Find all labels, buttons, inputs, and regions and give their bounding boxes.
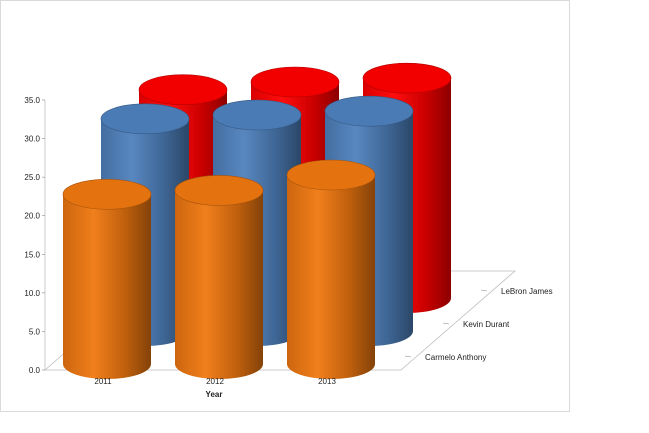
y-tick-label: 5.0 <box>29 327 41 336</box>
series-tick-mark <box>404 355 412 358</box>
x-tick-label: 2011 <box>94 377 112 386</box>
series-tick-mark <box>442 322 450 325</box>
x-axis-title: Year <box>206 390 223 399</box>
bar-carmelo-anthony-2012 <box>174 175 264 379</box>
x-tick-label: 2013 <box>318 377 336 386</box>
series-label: Kevin Durant <box>463 320 510 329</box>
x-axis-categories: 2011 2012 2013 <box>94 377 336 386</box>
y-tick-label: 25.0 <box>24 173 40 182</box>
y-tick-label: 10.0 <box>24 289 40 298</box>
bar-top <box>62 178 152 210</box>
y-tick-label: 0.0 <box>29 366 41 375</box>
bar-top <box>100 103 190 135</box>
y-tick-label: 35.0 <box>24 96 40 105</box>
bar-carmelo-anthony-2013 <box>286 159 376 379</box>
bar-top <box>250 66 340 98</box>
bar-top <box>286 159 376 191</box>
x-tick-label: 2012 <box>206 377 224 386</box>
bar-body <box>63 194 151 379</box>
y-tick-label: 20.0 <box>24 212 40 221</box>
series-tick-mark <box>480 289 488 292</box>
bar-top <box>324 95 414 127</box>
series-label: LeBron James <box>501 287 553 296</box>
bar-body <box>287 175 375 379</box>
depth-axis-series: Carmelo Anthony Kevin Durant LeBron James <box>404 287 553 362</box>
bar-top <box>174 175 264 206</box>
bar-carmelo-anthony-2011 <box>62 178 152 379</box>
bar-top <box>362 62 452 94</box>
y-tick-label: 15.0 <box>24 250 40 259</box>
bar-body <box>175 190 263 379</box>
y-axis-ticks: 0.0 5.0 10.0 15.0 20.0 25.0 30.0 35.0 <box>24 96 45 375</box>
series-label: Carmelo Anthony <box>425 353 486 362</box>
bar-top <box>138 74 228 106</box>
chart-bars <box>62 62 452 379</box>
y-tick-label: 30.0 <box>24 135 40 144</box>
bar-top <box>212 99 302 131</box>
